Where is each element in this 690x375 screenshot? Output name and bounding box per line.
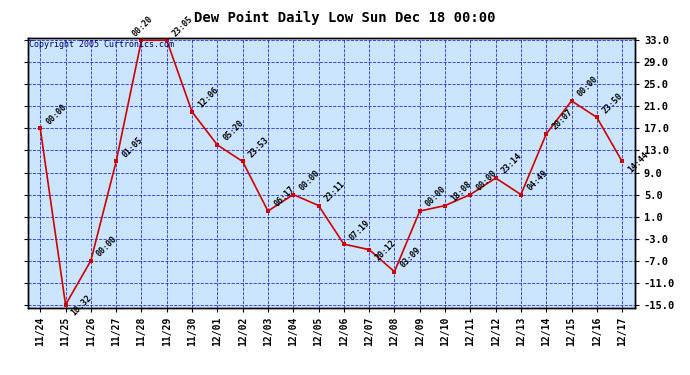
Text: 20:07: 20:07 (551, 108, 575, 132)
Text: 20:12: 20:12 (373, 239, 397, 263)
Text: 23:11: 23:11 (323, 179, 347, 203)
Text: 05:20: 05:20 (221, 119, 246, 143)
Text: 23:14: 23:14 (500, 152, 524, 176)
Text: 00:00: 00:00 (475, 168, 499, 192)
Text: 07:19: 07:19 (348, 218, 372, 242)
Text: 23:05: 23:05 (171, 14, 195, 38)
Text: Copyright 2005 Curtronics.com: Copyright 2005 Curtronics.com (29, 40, 174, 49)
Text: 04:49: 04:49 (525, 168, 549, 192)
Text: 00:00: 00:00 (424, 185, 448, 209)
Text: 23:50: 23:50 (601, 91, 625, 115)
Text: 18:08: 18:08 (449, 179, 473, 203)
Text: 14:44: 14:44 (627, 150, 651, 175)
Text: 00:00: 00:00 (575, 75, 600, 99)
Text: 01:05: 01:05 (120, 135, 144, 159)
Text: 06:17: 06:17 (272, 185, 296, 209)
Text: 03:09: 03:09 (399, 246, 423, 270)
Text: 00:00: 00:00 (44, 102, 68, 126)
Text: 00:20: 00:20 (130, 14, 155, 38)
Text: 00:00: 00:00 (95, 234, 119, 258)
Text: 12:06: 12:06 (196, 86, 220, 110)
Text: Dew Point Daily Low Sun Dec 18 00:00: Dew Point Daily Low Sun Dec 18 00:00 (195, 11, 495, 26)
Text: 10:32: 10:32 (70, 294, 94, 318)
Text: 23:53: 23:53 (247, 135, 271, 159)
Text: 00:00: 00:00 (297, 168, 322, 192)
